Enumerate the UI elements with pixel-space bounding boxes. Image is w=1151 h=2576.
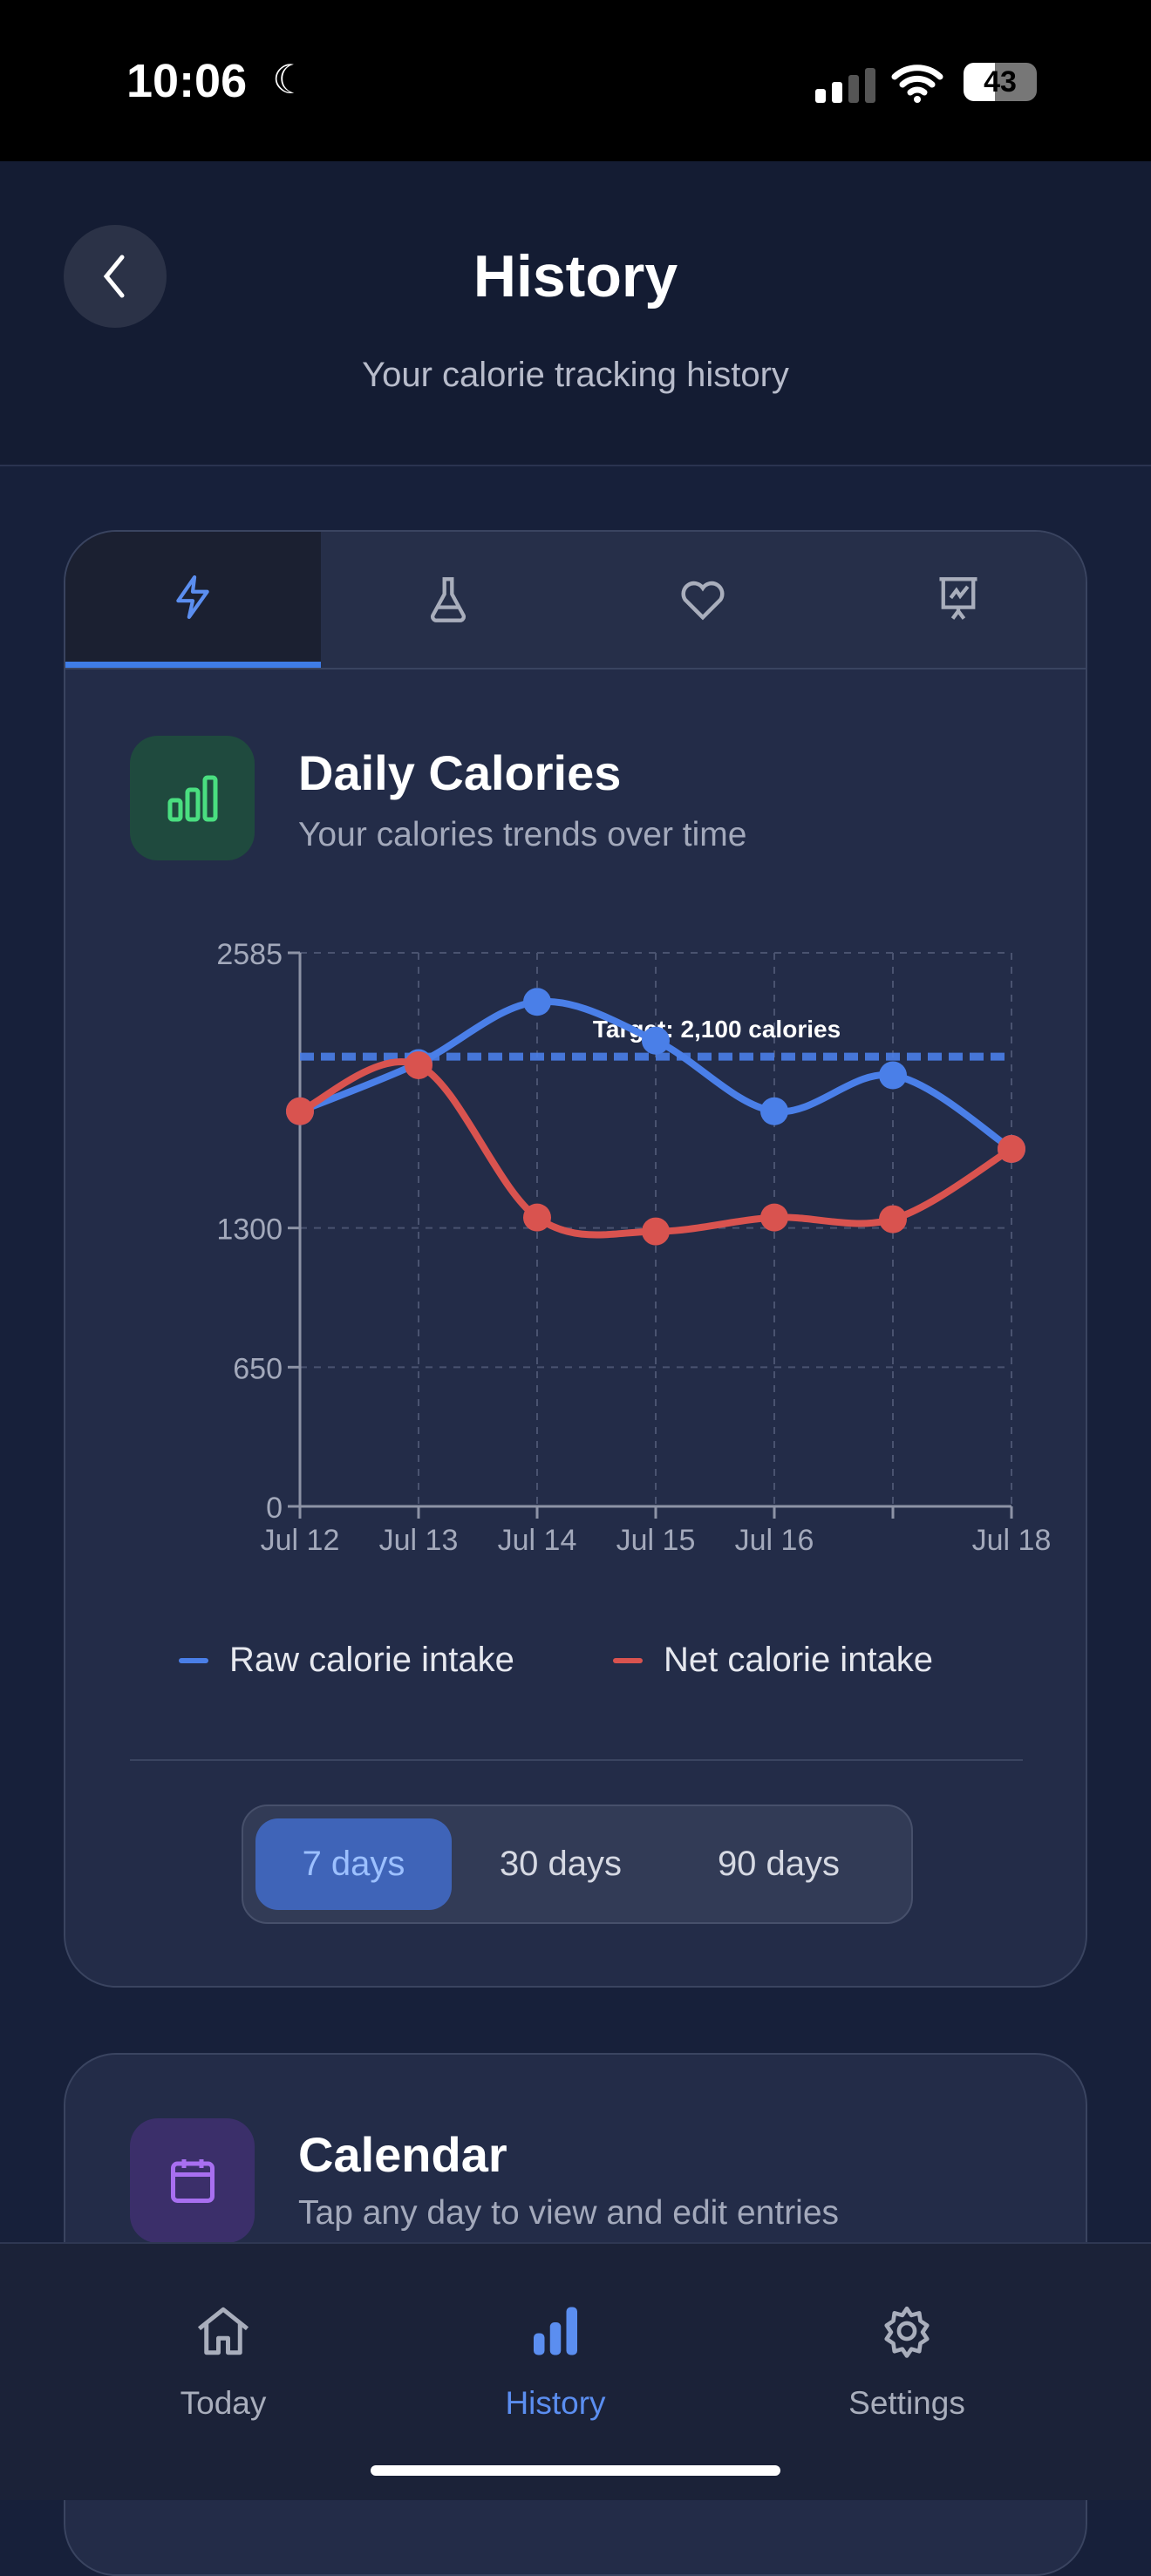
x-tick-label: Jul 14 [498,1524,577,1557]
data-point [523,988,551,1016]
y-tick-label: 1300 [216,1213,283,1247]
nav-history[interactable]: History [442,2296,669,2422]
range-selector: 7 days 30 days 90 days [242,1805,913,1924]
data-point [998,1135,1025,1164]
x-tick-label: Jul 15 [616,1524,696,1557]
page-header [0,161,1151,466]
calendar-icon [130,2118,255,2243]
divider [130,1759,1023,1761]
range-90-days[interactable]: 90 days [717,1845,841,1883]
moon-icon: ☾ [272,57,309,102]
chevron-left-icon [103,255,125,298]
daily-calories-card: Daily Calories Your calories trends over… [64,530,1087,1988]
page-subtitle: Your calorie tracking history [362,356,789,394]
x-tick-label: Jul 12 [261,1524,340,1557]
x-tick-label: Jul 16 [735,1524,814,1557]
data-point [760,1097,788,1125]
data-point [405,1050,432,1079]
data-point [286,1097,314,1125]
metric-tabs [65,532,1086,669]
x-tick-label: Jul 18 [972,1524,1052,1557]
legend-swatch [613,1657,643,1663]
data-point [523,1203,551,1232]
battery-icon: 43 [964,63,1037,101]
nav-today[interactable]: Today [110,2296,337,2422]
presentation-chart-icon [939,577,977,620]
card-subtitle: Your calories trends over time [298,816,747,853]
legend-label: Net calorie intake [664,1641,934,1679]
data-point [760,1203,788,1232]
nav-settings[interactable]: Settings [793,2296,1020,2422]
gear-icon [884,2306,930,2358]
page-title: History [473,243,678,309]
card-title: Daily Calories [298,745,622,800]
nav-label: History [505,2385,606,2421]
calendar-subtitle: Tap any day to view and edit entries [298,2194,840,2232]
tab-trends[interactable] [830,532,1086,668]
flask-icon [430,577,466,622]
data-point [879,1205,907,1234]
status-time: 10:06 [126,55,248,107]
home-indicator [371,2465,780,2476]
range-30-days[interactable]: 30 days [499,1845,623,1883]
back-button[interactable] [64,225,167,328]
status-bar: 10:06 ☾ 43 [0,0,1151,161]
y-tick-label: 0 [266,1492,283,1525]
data-point [642,1026,670,1055]
legend-swatch [179,1657,208,1663]
heart-icon [681,581,725,621]
data-point [879,1061,907,1090]
tab-health[interactable] [576,532,831,668]
legend-label: Raw calorie intake [229,1641,514,1679]
x-tick-label: Jul 13 [379,1524,459,1557]
bottom-nav: Today History Settings [0,2242,1151,2500]
data-point [642,1217,670,1246]
legend-raw: Raw calorie intake [179,1641,514,1680]
tab-macros[interactable] [320,532,576,668]
tab-calories[interactable] [65,532,321,668]
wifi-icon [891,65,943,103]
y-tick-label: 2585 [216,938,283,971]
signal-icon [815,68,875,103]
nav-label: Today [180,2385,267,2421]
nav-label: Settings [848,2385,965,2421]
calendar-title: Calendar [298,2127,507,2182]
bar-chart-icon [534,2307,577,2355]
home-icon [197,2307,249,2355]
range-7-days[interactable]: 7 days [255,1818,452,1910]
legend-net: Net calorie intake [613,1641,933,1680]
y-tick-label: 650 [233,1352,283,1385]
calorie-chart: 0 650 1300 2585 Jul 12 Jul 13 Jul 14 Jul 15 Jul … [216,938,1052,1557]
lightning-icon [176,574,210,619]
bar-chart-icon [130,736,255,860]
